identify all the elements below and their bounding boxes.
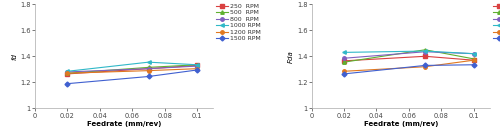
800  RPM	[194, 65, 200, 67]
Line: 1000 RPM: 1000 RPM	[342, 49, 475, 55]
800  RPM	[64, 71, 70, 73]
Line: 800  RPM: 800 RPM	[342, 50, 475, 60]
1500 RPM	[194, 69, 200, 71]
800  RPM	[471, 53, 477, 54]
Line: 800  RPM: 800 RPM	[66, 64, 199, 74]
1000 RPM	[64, 70, 70, 72]
1500 RPM	[146, 76, 152, 77]
Legend: 250  RPM, 500  RPM, 800  RPM, 1000 RPM, 1200 RPM, 1500 RPM: 250 RPM, 500 RPM, 800 RPM, 1000 RPM, 120…	[492, 3, 500, 42]
Line: 250  RPM: 250 RPM	[66, 64, 199, 76]
Y-axis label: Fda: Fda	[288, 50, 294, 63]
1200 RPM	[146, 70, 152, 71]
1500 RPM	[64, 83, 70, 85]
1500 RPM	[422, 65, 428, 66]
1000 RPM	[471, 53, 477, 54]
1000 RPM	[422, 50, 428, 52]
Line: 1200 RPM: 1200 RPM	[66, 67, 199, 75]
1200 RPM	[422, 66, 428, 68]
1000 RPM	[146, 61, 152, 63]
800  RPM	[341, 57, 347, 59]
250  RPM	[341, 60, 347, 62]
1200 RPM	[64, 72, 70, 74]
250  RPM	[64, 73, 70, 75]
1200 RPM	[471, 59, 477, 61]
250  RPM	[146, 68, 152, 70]
250  RPM	[194, 65, 200, 66]
Line: 500  RPM: 500 RPM	[342, 48, 475, 64]
500  RPM	[471, 58, 477, 60]
Line: 1000 RPM: 1000 RPM	[66, 60, 199, 73]
1500 RPM	[341, 73, 347, 75]
500  RPM	[64, 72, 70, 74]
Legend: 250  RPM, 500  RPM, 800  RPM, 1000 RPM, 1200 RPM, 1500 RPM: 250 RPM, 500 RPM, 800 RPM, 1000 RPM, 120…	[216, 3, 261, 42]
500  RPM	[422, 49, 428, 51]
1000 RPM	[341, 52, 347, 53]
500  RPM	[146, 67, 152, 68]
1200 RPM	[194, 68, 200, 70]
Line: 1500 RPM: 1500 RPM	[342, 63, 475, 76]
1000 RPM	[194, 64, 200, 66]
X-axis label: Feedrate (mm/rev): Feedrate (mm/rev)	[364, 121, 438, 127]
Line: 1500 RPM: 1500 RPM	[66, 68, 199, 85]
1500 RPM	[471, 64, 477, 66]
Line: 250  RPM: 250 RPM	[342, 55, 475, 63]
800  RPM	[422, 51, 428, 53]
Line: 1200 RPM: 1200 RPM	[342, 59, 475, 73]
X-axis label: Feedrate (mm/rev): Feedrate (mm/rev)	[87, 121, 162, 127]
800  RPM	[146, 68, 152, 70]
Y-axis label: fd: fd	[12, 53, 18, 60]
500  RPM	[194, 64, 200, 66]
250  RPM	[471, 59, 477, 61]
1200 RPM	[341, 70, 347, 72]
250  RPM	[422, 55, 428, 57]
Line: 500  RPM: 500 RPM	[66, 63, 199, 75]
500  RPM	[341, 61, 347, 63]
